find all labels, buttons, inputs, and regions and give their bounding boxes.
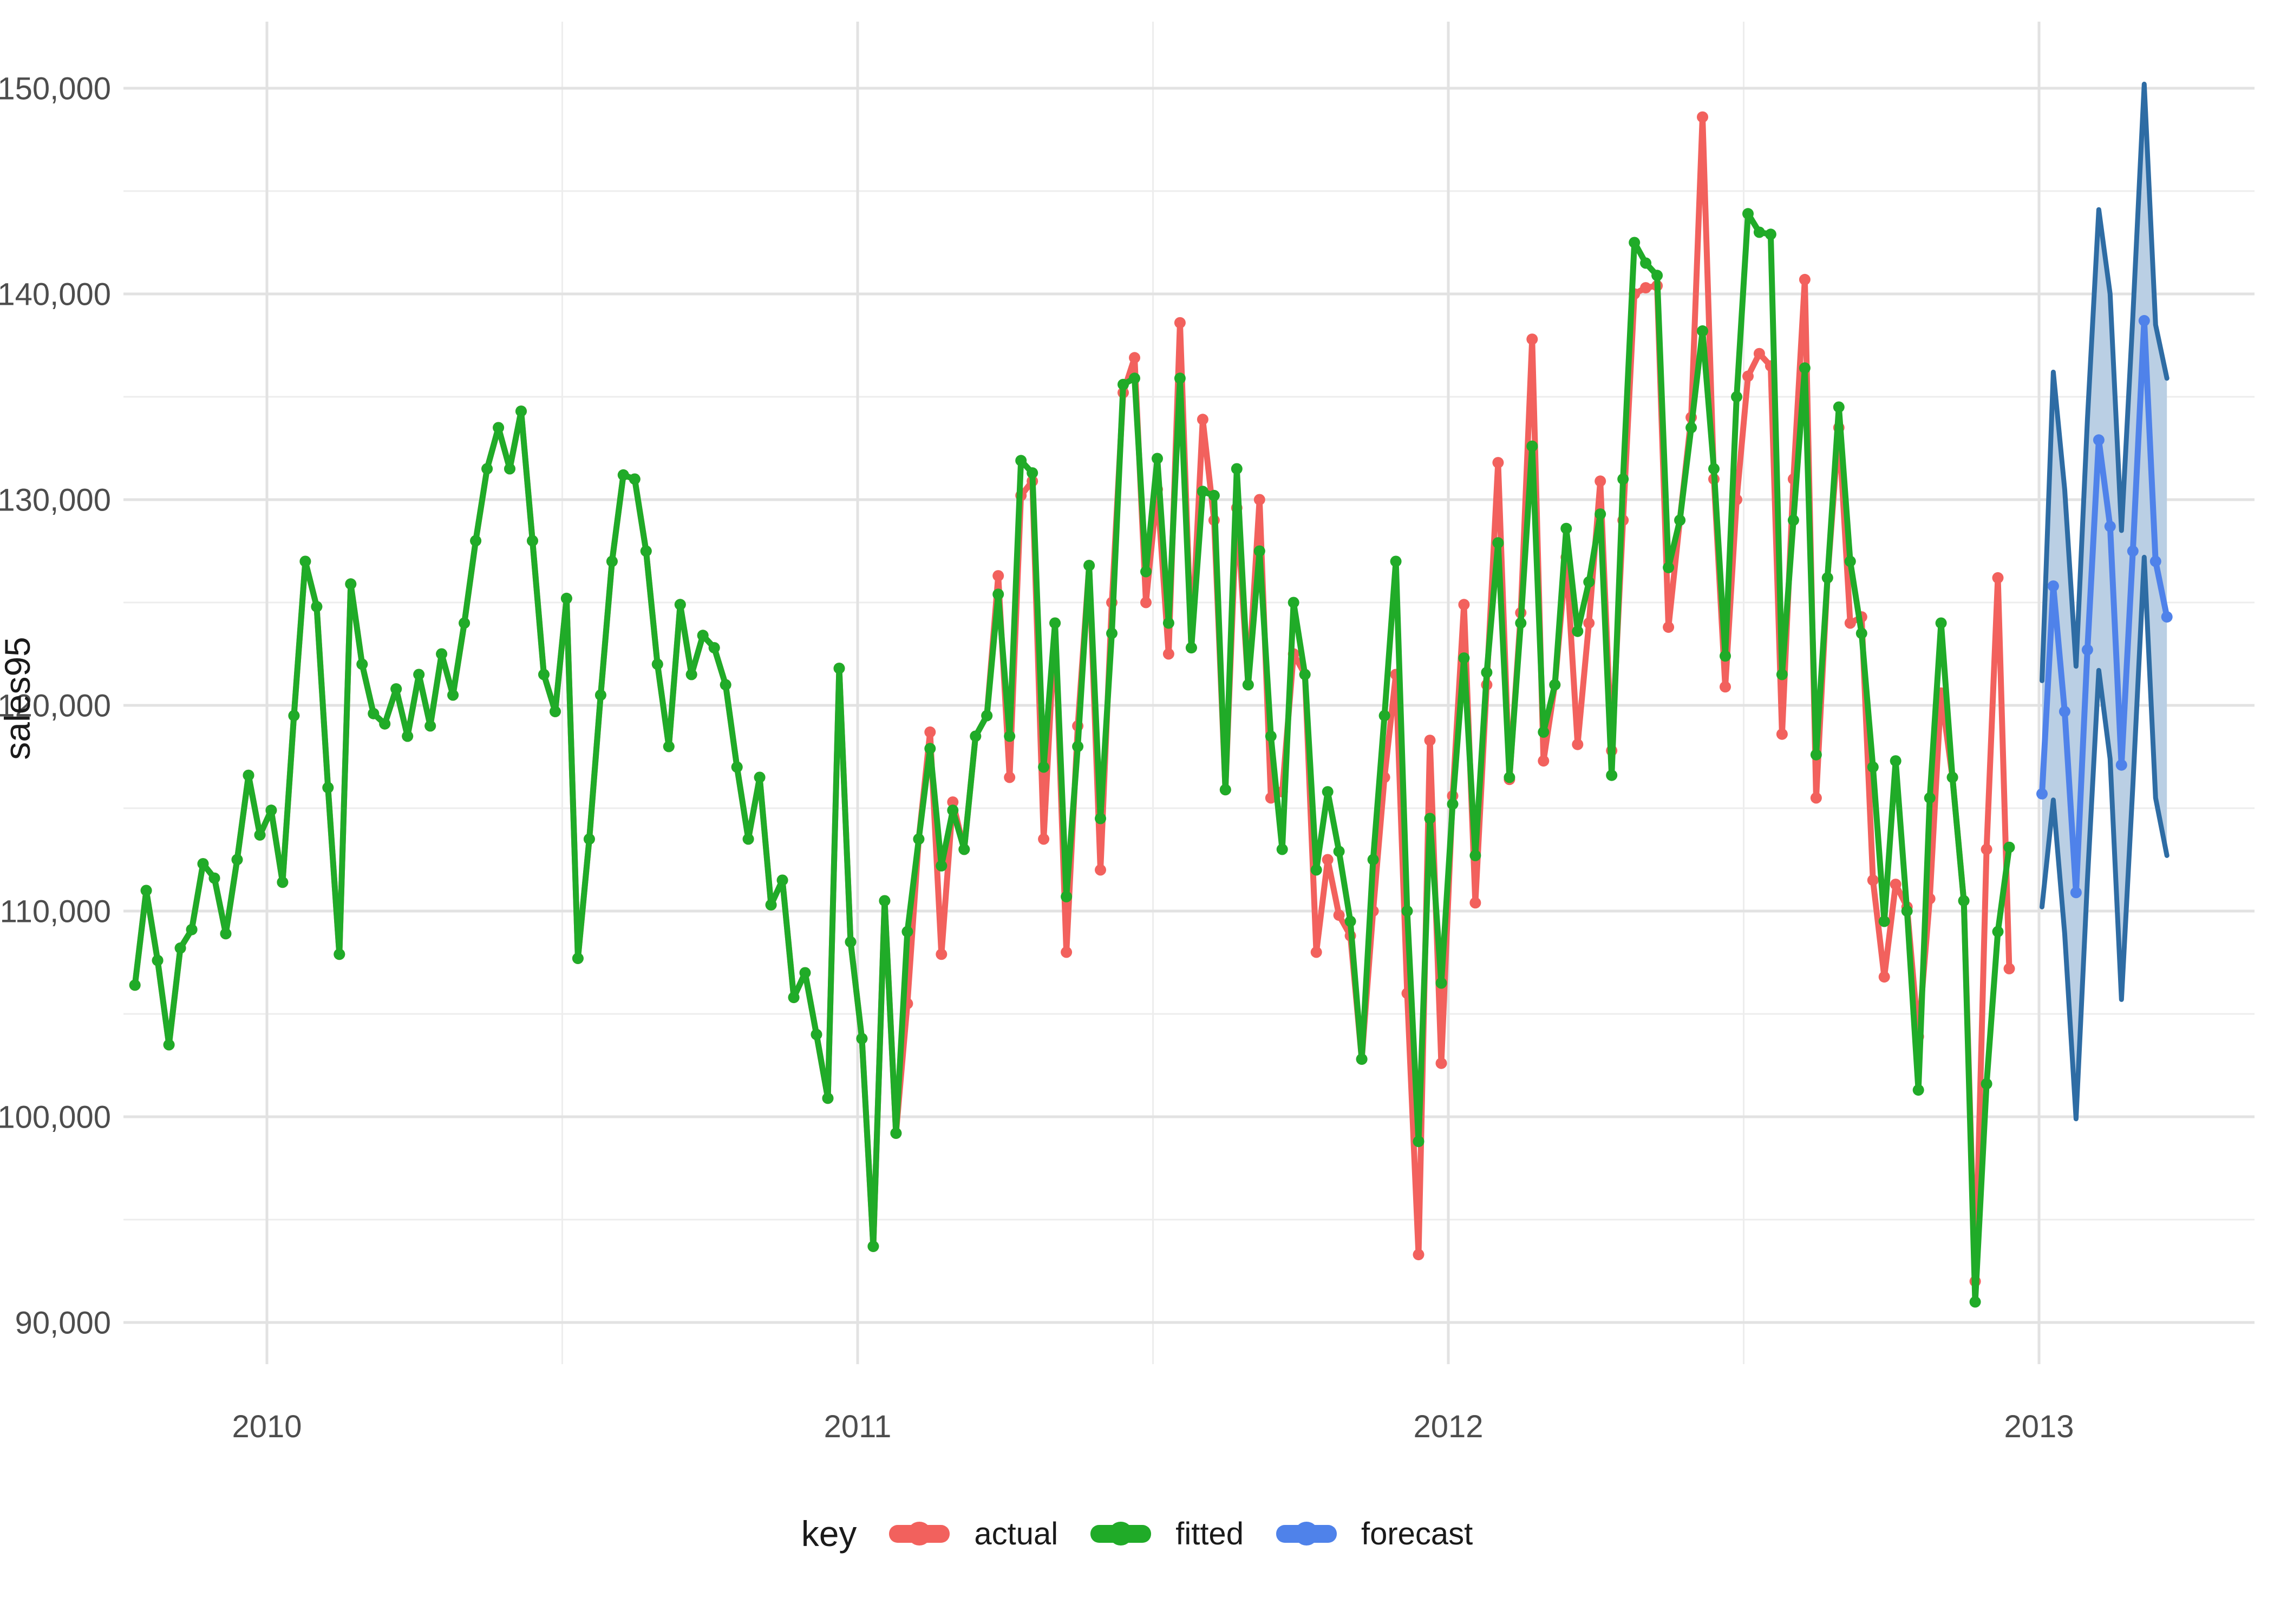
svg-text:150,000: 150,000	[0, 71, 111, 106]
forecast-line-swatch-icon	[1276, 1522, 1337, 1546]
svg-text:2013: 2013	[2004, 1409, 2074, 1444]
forecast-point-icon	[1294, 1522, 1318, 1546]
svg-text:2010: 2010	[232, 1409, 302, 1444]
svg-text:130,000: 130,000	[0, 482, 111, 518]
svg-text:2011: 2011	[824, 1409, 892, 1444]
svg-text:110,000: 110,000	[0, 894, 111, 929]
actual-point-icon	[907, 1522, 932, 1546]
legend-label-actual: actual	[974, 1516, 1058, 1551]
svg-text:140,000: 140,000	[0, 277, 111, 312]
legend-item-actual: actual	[889, 1516, 1058, 1552]
svg-text:90,000: 90,000	[15, 1305, 111, 1340]
legend-label-fitted: fitted	[1175, 1516, 1244, 1551]
actual-line-swatch-icon	[889, 1522, 950, 1546]
fitted-point-icon	[1109, 1522, 1133, 1546]
legend-title: key	[801, 1514, 857, 1554]
plot-area: 90,000 100,000 110,000 120,000 130,000 140,00…	[0, 22, 2255, 1444]
legend-item-forecast: forecast	[1276, 1516, 1473, 1552]
legend: key actual fitted forecast	[0, 1513, 2274, 1554]
fitted-line-swatch-icon	[1090, 1522, 1152, 1546]
legend-label-forecast: forecast	[1361, 1516, 1473, 1551]
y-axis-title: sales95	[0, 637, 37, 760]
svg-text:120,000: 120,000	[0, 688, 111, 723]
svg-text:2012: 2012	[1413, 1409, 1483, 1444]
legend-item-fitted: fitted	[1090, 1516, 1244, 1552]
svg-text:100,000: 100,000	[0, 1099, 111, 1135]
